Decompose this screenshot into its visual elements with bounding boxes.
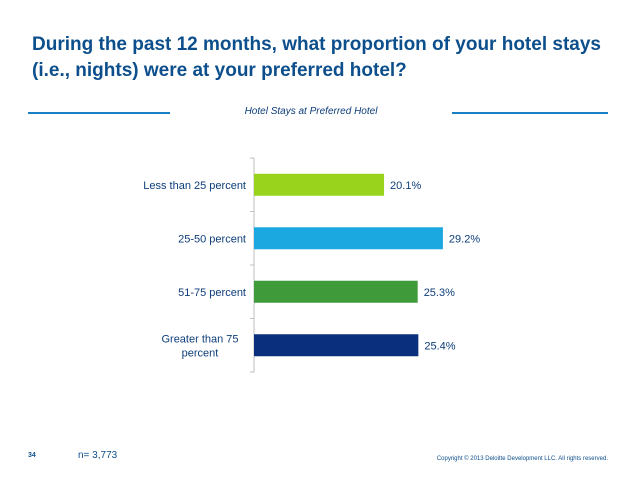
title-divider-left bbox=[28, 112, 170, 114]
value-label-4: 25.4% bbox=[424, 340, 455, 352]
value-label-2: 29.2% bbox=[449, 233, 480, 245]
bar-4 bbox=[254, 334, 419, 357]
title-divider-right bbox=[452, 112, 608, 114]
category-label-3: 51-75 percent bbox=[178, 287, 246, 299]
copyright-notice: Copyright © 2013 Deloitte Development LL… bbox=[436, 456, 608, 462]
bar-1 bbox=[254, 173, 385, 196]
value-label-1: 20.1% bbox=[390, 180, 421, 192]
page-number: 34 bbox=[28, 452, 36, 459]
category-label-4: Greater than 75 percent bbox=[161, 333, 238, 359]
sample-size: n= 3,773 bbox=[78, 450, 118, 461]
page-title: During the past 12 months, what proporti… bbox=[32, 32, 622, 84]
title-line-2: (i.e., nights) were at your preferred ho… bbox=[32, 60, 407, 81]
title-line-1: During the past 12 months, what proporti… bbox=[32, 34, 601, 55]
bar-3 bbox=[254, 280, 418, 303]
value-label-3: 25.3% bbox=[424, 287, 455, 299]
bar-2 bbox=[254, 227, 443, 250]
category-label-1: Less than 25 percent bbox=[143, 180, 246, 192]
category-label-2: 25-50 percent bbox=[178, 233, 246, 245]
chart-title: Hotel Stays at Preferred Hotel bbox=[244, 106, 378, 117]
